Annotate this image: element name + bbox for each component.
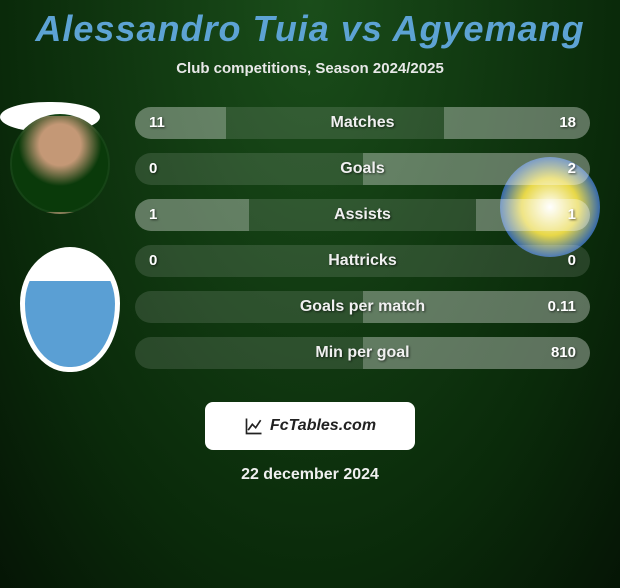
stat-bars: Matches1118Goals02Assists11Hattricks00Go… (135, 107, 590, 383)
stat-row: Min per goal810 (135, 337, 590, 369)
stat-value-left: 1 (149, 199, 157, 231)
site-badge[interactable]: FcTables.com (205, 402, 415, 450)
stat-value-left: 0 (149, 153, 157, 185)
stat-row: Goals per match0.11 (135, 291, 590, 323)
stat-value-left: 11 (149, 107, 165, 139)
stat-label: Assists (135, 199, 590, 231)
stat-value-left: 0 (149, 245, 157, 277)
club1-badge-inner (25, 252, 115, 367)
stat-value-right: 810 (551, 337, 576, 369)
stat-value-right: 18 (559, 107, 576, 139)
date-label: 22 december 2024 (0, 466, 620, 484)
stat-row: Matches11 18 (135, 107, 590, 139)
stat-label: Goals per match (135, 291, 590, 323)
stat-label: Matches (135, 107, 590, 139)
stat-value-right: 0 (568, 245, 576, 277)
stat-value-right: 0.11 (548, 291, 576, 323)
club1-badge (20, 247, 120, 372)
stat-row: Goals0 2 (135, 153, 590, 185)
stat-label: Min per goal (135, 337, 590, 369)
stat-row: Assists1 1 (135, 199, 590, 231)
stat-label: Hattricks (135, 245, 590, 277)
stat-row: Hattricks0 0 (135, 245, 590, 277)
subtitle: Club competitions, Season 2024/2025 (0, 60, 620, 77)
stat-label: Goals (135, 153, 590, 185)
page-title: Alessandro Tuia vs Agyemang (0, 8, 620, 50)
stat-value-right: 2 (568, 153, 576, 185)
comparison-content: Matches1118Goals02Assists11Hattricks00Go… (0, 102, 620, 382)
player1-avatar (10, 114, 110, 214)
site-name: FcTables.com (270, 417, 376, 435)
chart-icon (244, 416, 264, 436)
stat-value-right: 1 (568, 199, 576, 231)
